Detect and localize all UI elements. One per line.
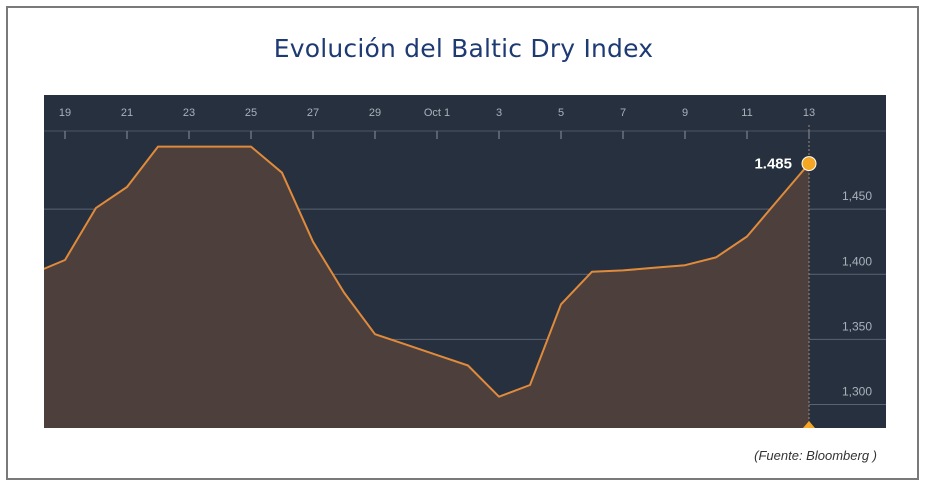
- x-tick-label: 7: [620, 107, 626, 119]
- last-value-label: 1.485: [754, 156, 792, 173]
- x-tick-label: 27: [307, 107, 319, 119]
- x-tick-label: 29: [369, 107, 381, 119]
- series-line: [44, 145, 810, 398]
- y-axis: 1,300 1,350 1,400 1,450: [842, 189, 872, 398]
- x-tick-label: 19: [59, 107, 71, 119]
- x-tick-label: 5: [558, 107, 564, 119]
- x-tick-label: Oct 1: [424, 107, 450, 119]
- x-tick-label: 9: [682, 107, 688, 119]
- x-tick-label: 25: [245, 107, 257, 119]
- y-tick-label: 1,400: [842, 254, 872, 268]
- area-fill: [44, 146, 809, 428]
- x-tick-label: 3: [496, 107, 502, 119]
- last-value-marker[interactable]: [801, 156, 817, 172]
- source-note: (Fuente: Bloomberg ): [754, 448, 877, 463]
- y-tick-label: 1,450: [842, 189, 872, 203]
- x-axis: 19 21 23 25 27 29 Oct 1 3 5 7 9 11 13: [59, 107, 815, 139]
- x-tick-label: 13: [803, 107, 815, 119]
- x-tick-label: 11: [741, 107, 752, 119]
- chart-frame: [6, 6, 919, 480]
- x-tick-label: 21: [121, 107, 133, 119]
- chart-title: Evolución del Baltic Dry Index: [273, 34, 654, 63]
- y-tick-label: 1,350: [842, 319, 872, 333]
- baltic-dry-index-chart: 19 21 23 25 27 29 Oct 1 3 5 7 9 11 13 1,300 1,350 1,40…: [44, 95, 886, 428]
- x-tick-label: 23: [183, 107, 195, 119]
- cursor-handle[interactable]: [803, 421, 815, 428]
- y-tick-label: 1,300: [842, 385, 872, 399]
